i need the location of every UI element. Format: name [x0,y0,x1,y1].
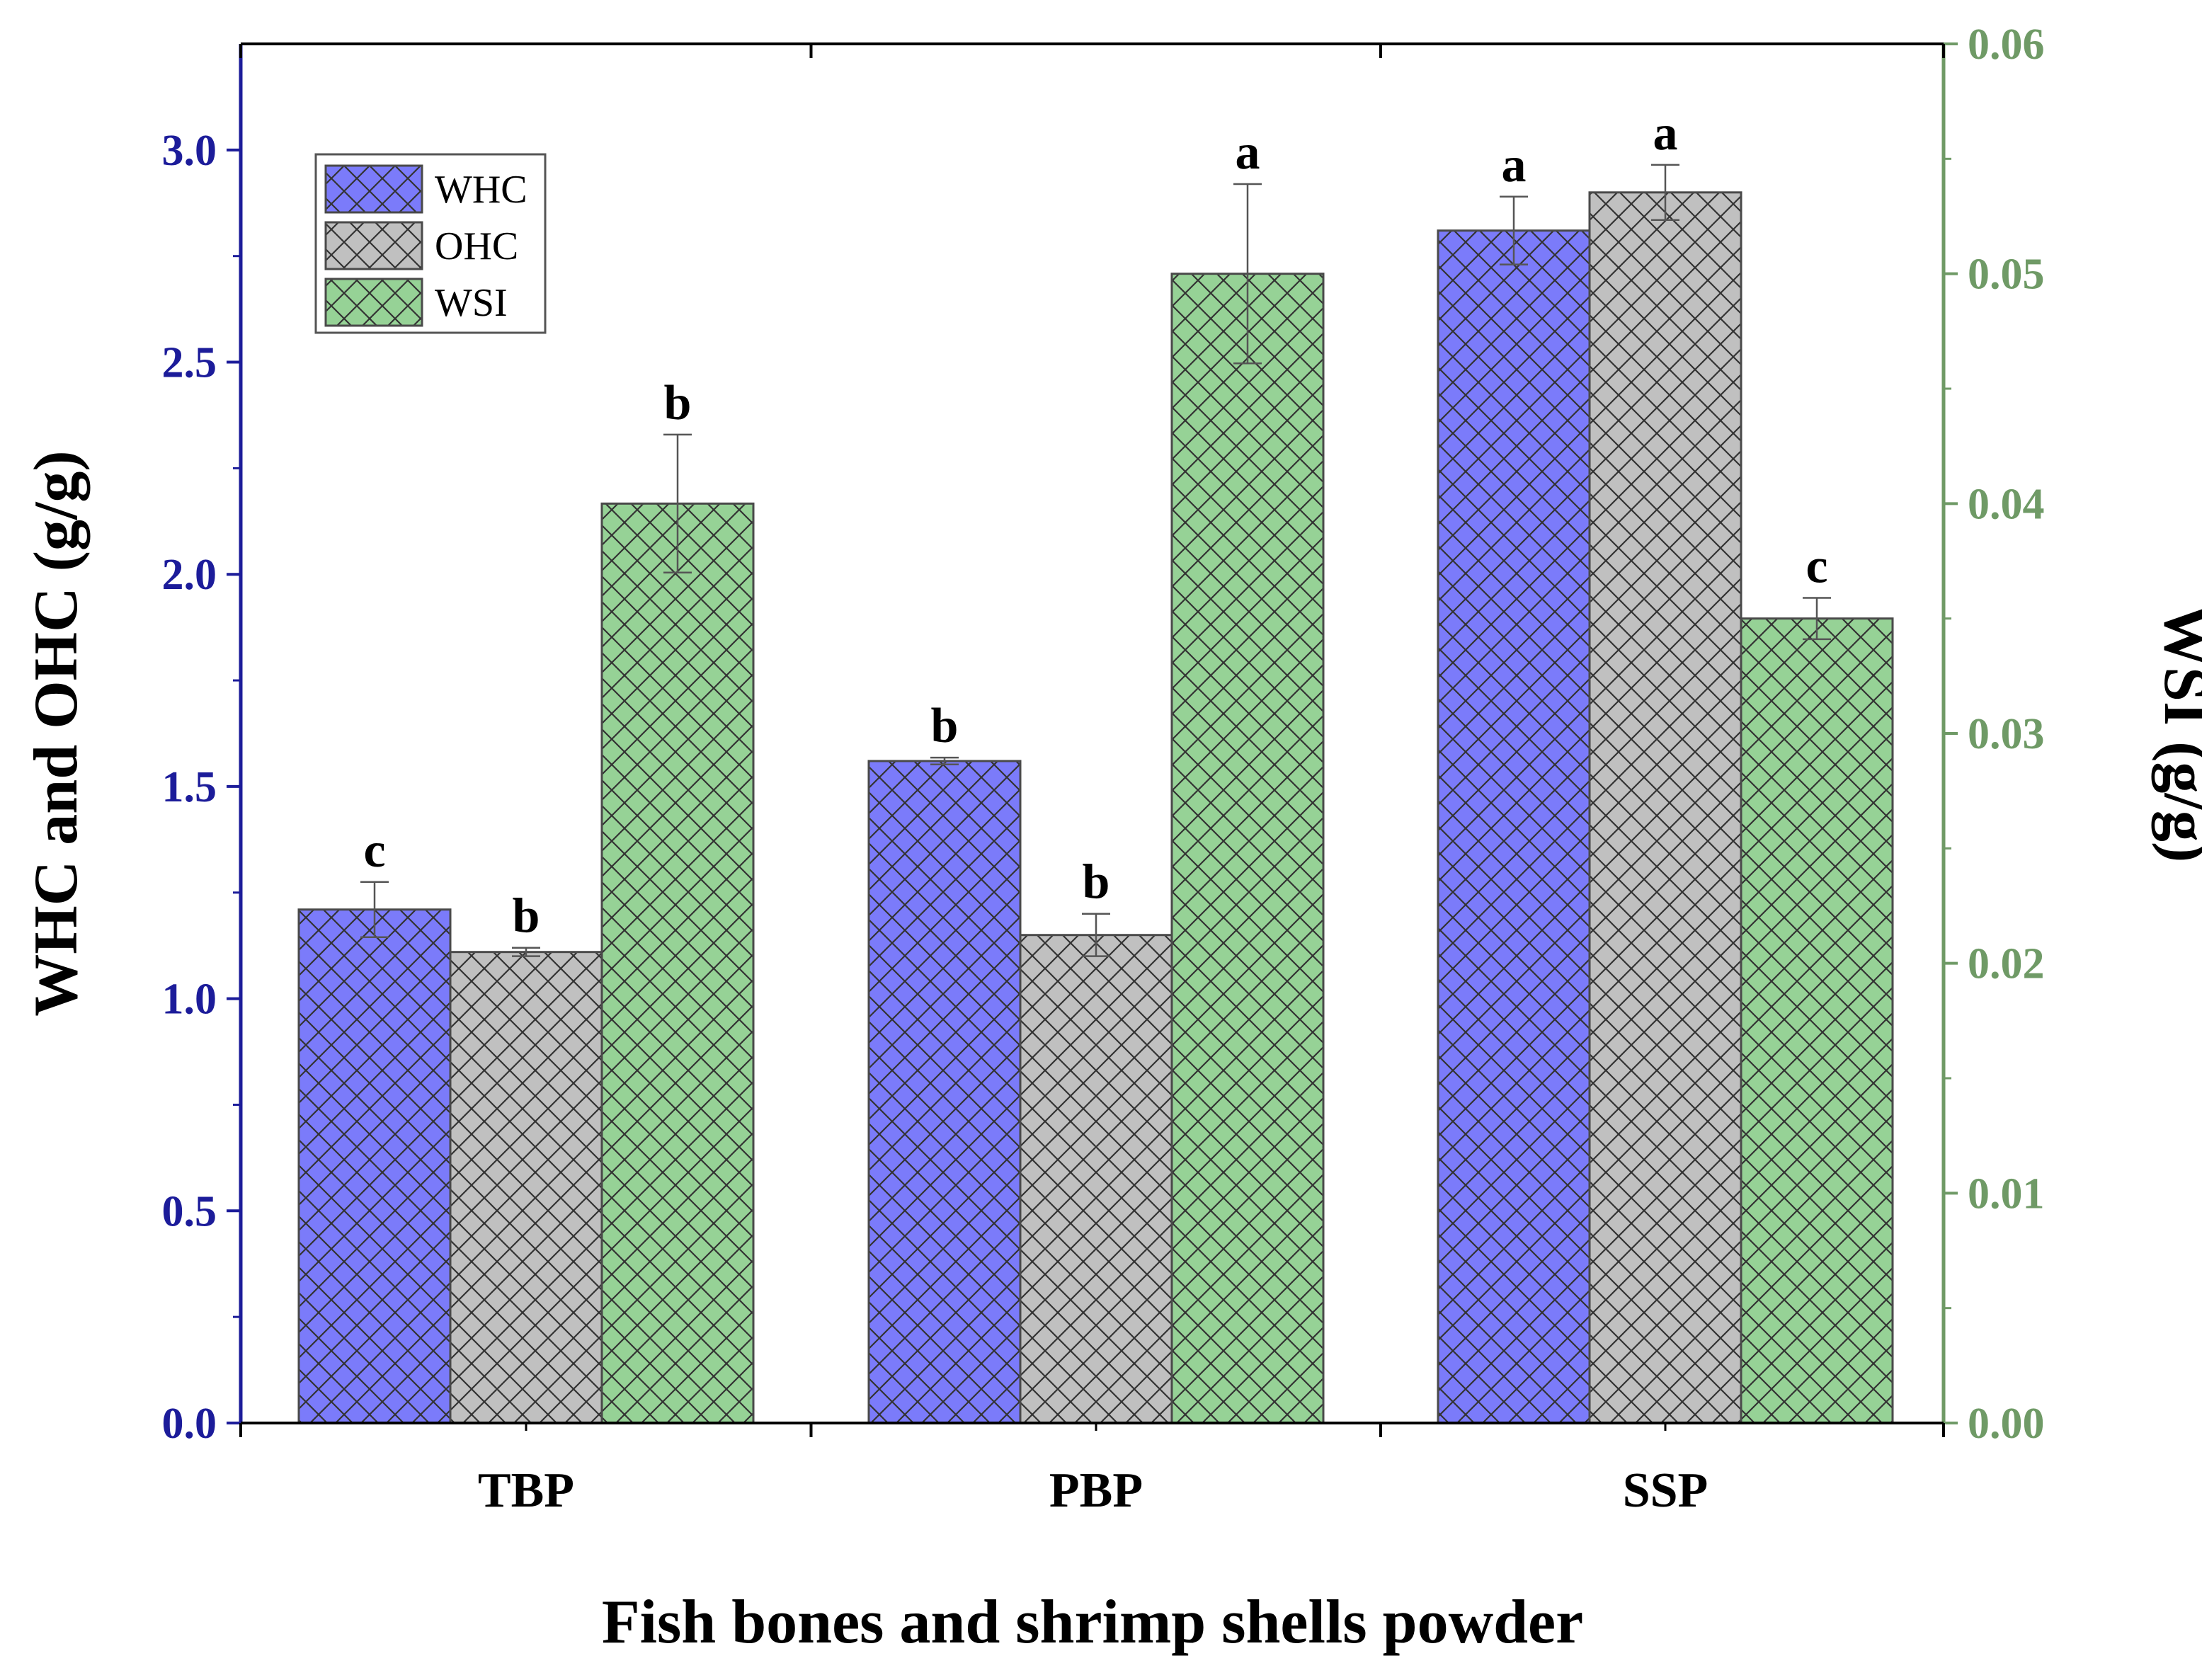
x-axis-title: Fish bones and shrimp shells powder [602,1588,1583,1657]
significance-label-ohc-pbp: b [1083,855,1110,910]
legend: WHC OHC WSI [314,153,547,334]
legend-swatch-hatch-whc [324,164,423,214]
significance-label-wsi-ssp: c [1805,539,1827,593]
significance-label-ohc-tbp: b [513,889,540,944]
bar-hatch-whc-tbp [297,908,452,1424]
category-label-ssp: SSP [1623,1463,1708,1518]
significance-label-wsi-pbp: a [1236,125,1260,180]
legend-label-wsi: WSI [435,281,508,325]
significance-label-wsi-tbp: b [664,376,692,430]
x-axis-ticks: TBP PBP SSP [239,44,1945,1518]
category-label-tbp: TBP [478,1463,574,1518]
left-axis-ticks: 0.0 0.5 1.0 1.5 2.0 2.5 3.0 [162,127,241,1448]
significance-label-ohc-ssp: a [1653,106,1678,161]
right-tick-label-0.03: 0.03 [1968,710,2045,758]
right-tick-label-0.06: 0.06 [1968,21,2045,69]
bar-hatch-ohc-pbp [1019,934,1173,1424]
left-tick-label-2.0: 2.0 [162,551,217,599]
legend-label-ohc: OHC [435,224,518,268]
bar-hatch-wsi-ssp [1740,617,1894,1424]
y-axis-left-title: WHC and OHC (g/g) [22,450,91,1016]
left-tick-label-0.5: 0.5 [162,1187,217,1235]
significance-labels-layer: c b a b b a b a c [363,106,1827,944]
category-label-pbp: PBP [1049,1463,1143,1518]
bar-hatch-ohc-tbp [449,951,603,1424]
bar-hatch-whc-ssp [1437,229,1591,1424]
y-axis-right-title: WSI (g/g) [2151,605,2202,862]
legend-swatch-hatch-ohc [324,221,423,270]
right-tick-label-0.04: 0.04 [1968,480,2045,528]
left-tick-label-1.0: 1.0 [162,976,217,1024]
left-tick-label-2.5: 2.5 [162,339,217,387]
left-tick-label-3.0: 3.0 [162,127,217,175]
bar-hatch-ohc-ssp [1588,191,1742,1424]
significance-label-whc-tbp: c [363,823,385,878]
left-tick-label-0.0: 0.0 [162,1400,217,1448]
bars-layer [297,191,1894,1424]
bar-hatch-whc-pbp [867,760,1022,1424]
right-tick-label-0.00: 0.00 [1968,1400,2045,1448]
right-axis-ticks: 0.00 0.01 0.02 0.03 0.04 0.05 0.06 [1944,21,2045,1448]
bar-hatch-wsi-tbp [600,502,755,1424]
left-tick-label-1.5: 1.5 [162,763,217,811]
legend-swatch-hatch-wsi [324,278,423,327]
bar-hatch-wsi-pbp [1170,273,1325,1424]
significance-label-whc-pbp: b [931,699,959,753]
right-tick-label-0.02: 0.02 [1968,940,2045,988]
right-tick-label-0.05: 0.05 [1968,251,2045,299]
significance-label-whc-ssp: a [1502,138,1527,193]
right-tick-label-0.01: 0.01 [1968,1170,2045,1218]
legend-label-whc: WHC [435,168,527,212]
error-bars-layer [360,164,1831,957]
